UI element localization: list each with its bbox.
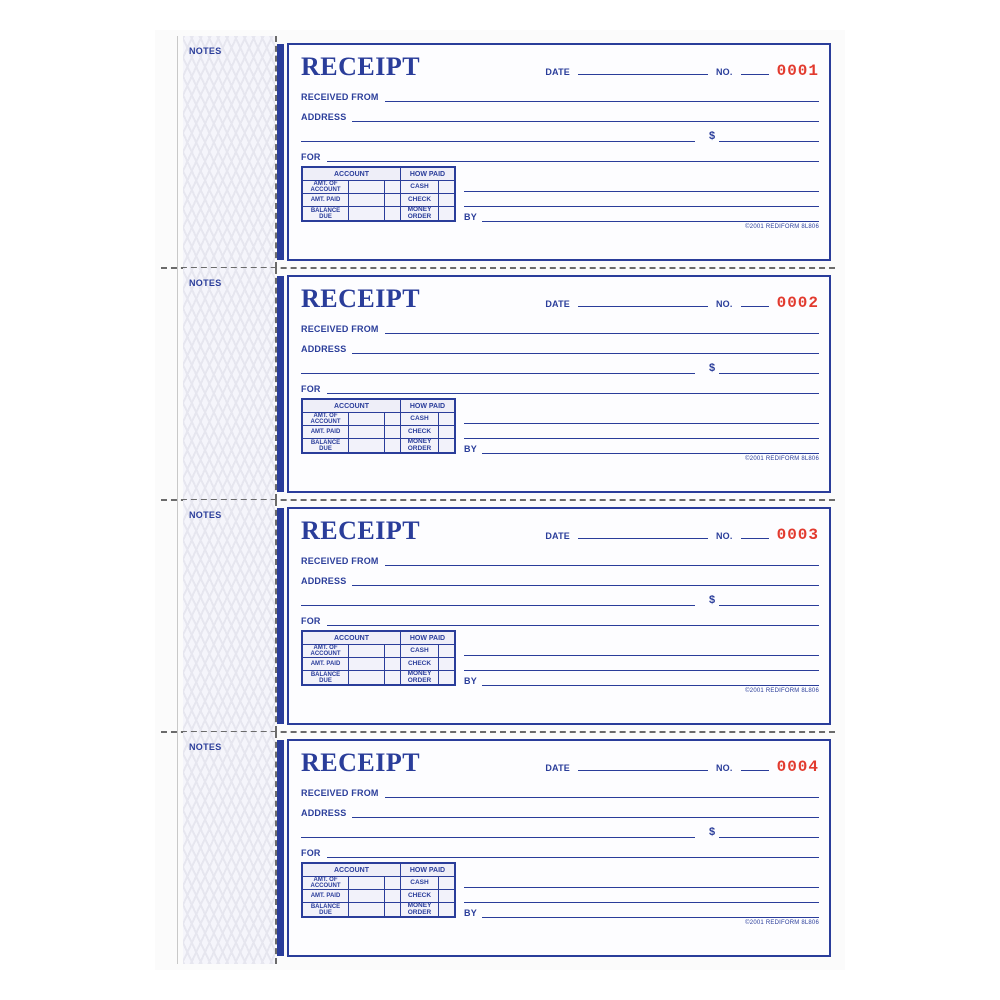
notes-stub: NOTES <box>183 268 275 500</box>
received-from-label: RECEIVED FROM <box>301 92 379 102</box>
desc-line[interactable] <box>464 195 819 207</box>
no-field <box>741 61 769 75</box>
by-field[interactable] <box>482 210 819 222</box>
receipt-title: RECEIPT <box>301 52 420 82</box>
how-paid-header: HOW PAID <box>401 168 455 181</box>
account-how-paid-box: ACCOUNTHOW PAID AMT. OF ACCOUNTCASH AMT.… <box>301 862 456 918</box>
receipt-footer: ©2001 REDIFORM 8L806 <box>301 920 819 926</box>
serial-number: 0002 <box>777 294 819 312</box>
receipt-body: RECEIPTDATENO.0002 RECEIVED FROM ADDRESS… <box>287 275 831 493</box>
amount-words-field[interactable] <box>301 128 695 142</box>
amt-paid-field[interactable] <box>349 194 385 207</box>
amt-paid-label: AMT. PAID <box>303 194 349 207</box>
receipt-header: RECEIPT DATE NO. 0001 <box>301 52 819 82</box>
stub-color-bar <box>277 276 284 492</box>
for-field[interactable] <box>327 148 819 162</box>
receipt-body: RECEIPTDATENO.0003 RECEIVED FROM ADDRESS… <box>287 507 831 725</box>
stub-color-bar <box>277 508 284 724</box>
address-field[interactable] <box>352 108 819 122</box>
check-check[interactable] <box>439 194 455 207</box>
notes-stub: NOTES <box>183 500 275 732</box>
receipt-slip: NOTES RECEIPTDATENO.0004 RECEIVED FROM A… <box>183 732 835 964</box>
notes-label: NOTES <box>189 510 269 520</box>
receipt-title: RECEIPT <box>301 748 420 778</box>
balance-due-label: BALANCE DUE <box>303 207 349 221</box>
received-from-field[interactable] <box>385 88 819 102</box>
notes-stub: NOTES <box>183 36 275 268</box>
money-order-check[interactable] <box>439 207 455 221</box>
no-label: NO. <box>716 67 733 77</box>
desc-line[interactable] <box>464 180 819 192</box>
serial-number: 0004 <box>777 758 819 776</box>
account-how-paid-box: ACCOUNTHOW PAID AMT. OF ACCOUNTCASH AMT.… <box>301 630 456 686</box>
account-header: ACCOUNT <box>303 168 401 181</box>
receipt-title: RECEIPT <box>301 516 420 546</box>
check-label: CHECK <box>401 194 439 207</box>
balance-due-field[interactable] <box>349 207 385 221</box>
dollar-sign: $ <box>709 130 715 142</box>
date-field[interactable] <box>578 61 708 75</box>
date-label: DATE <box>545 67 570 77</box>
account-how-paid-box: ACCOUNTHOW PAID AMT. OF ACCOUNT CASH AMT.… <box>301 166 456 222</box>
receipt-slip: NOTES RECEIPT DATE NO. 0001 RECEIVED FRO… <box>183 36 835 268</box>
by-label: BY <box>464 212 477 222</box>
amt-of-account-field[interactable] <box>349 181 385 194</box>
stub-color-bar <box>277 44 284 260</box>
serial-number: 0003 <box>777 526 819 544</box>
account-how-paid-box: ACCOUNTHOW PAID AMT. OF ACCOUNTCASH AMT.… <box>301 398 456 454</box>
money-order-label: MONEY ORDER <box>401 207 439 221</box>
notes-label: NOTES <box>189 278 269 288</box>
stub-color-bar <box>277 740 284 956</box>
serial-number: 0001 <box>777 62 819 80</box>
notes-stub: NOTES <box>183 732 275 964</box>
receipt-slip: NOTES RECEIPTDATENO.0003 RECEIVED FROM A… <box>183 500 835 732</box>
receipt-footer: ©2001 REDIFORM 8L806 <box>301 456 819 462</box>
receipt-body: RECEIPTDATENO.0004 RECEIVED FROM ADDRESS… <box>287 739 831 957</box>
notes-label: NOTES <box>189 46 269 56</box>
receipt-slip: NOTES RECEIPTDATENO.0002 RECEIVED FROM A… <box>183 268 835 500</box>
receipt-footer: ©2001 REDIFORM 8L806 <box>301 224 819 230</box>
receipt-body: RECEIPT DATE NO. 0001 RECEIVED FROM ADDR… <box>287 43 831 261</box>
amount-field[interactable] <box>719 128 819 142</box>
amt-of-account-label: AMT. OF ACCOUNT <box>303 181 349 194</box>
description-lines: BY <box>464 180 819 222</box>
address-label: ADDRESS <box>301 112 346 122</box>
receipt-footer: ©2001 REDIFORM 8L806 <box>301 688 819 694</box>
receipt-book-page: NOTES RECEIPT DATE NO. 0001 RECEIVED FRO… <box>155 30 845 970</box>
for-label: FOR <box>301 152 321 162</box>
cash-check[interactable] <box>439 181 455 194</box>
notes-label: NOTES <box>189 742 269 752</box>
cash-label: CASH <box>401 181 439 194</box>
receipt-title: RECEIPT <box>301 284 420 314</box>
